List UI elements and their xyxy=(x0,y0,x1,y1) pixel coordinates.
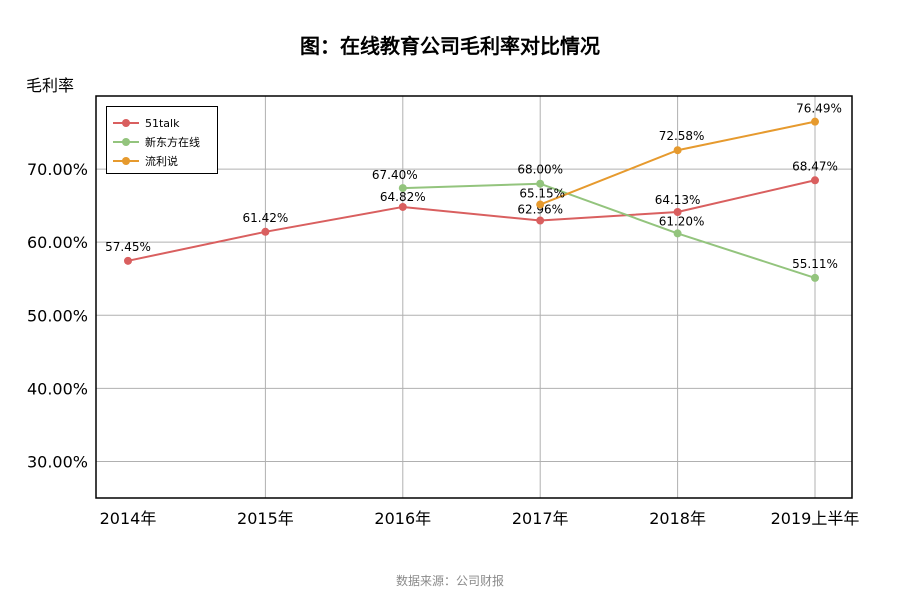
legend-swatch xyxy=(113,138,139,146)
plot-frame xyxy=(95,95,853,499)
legend-item: 新东方在线 xyxy=(113,134,200,150)
data-label: 68.00% xyxy=(517,163,563,177)
data-point xyxy=(398,202,407,211)
data-label: 55.11% xyxy=(792,257,838,271)
x-tick-label: 2014年 xyxy=(100,509,157,528)
chart-legend: 51talk 新东方在线流利说 xyxy=(106,106,218,174)
legend-label: 51talk xyxy=(145,116,180,130)
data-point xyxy=(811,117,819,126)
data-point xyxy=(811,273,819,282)
data-point xyxy=(536,200,545,209)
data-label: 65.15% xyxy=(519,187,565,201)
y-tick-label: 60.00% xyxy=(27,233,88,252)
data-label: 64.82% xyxy=(380,190,426,204)
legend-label: 新东方在线 xyxy=(145,136,200,149)
y-tick-label: 70.00% xyxy=(27,160,88,179)
series-line xyxy=(127,179,816,262)
x-tick-label: 2017年 xyxy=(512,509,569,528)
data-label: 76.49% xyxy=(796,102,842,116)
x-tick-label: 2019上半年 xyxy=(771,509,860,528)
data-point xyxy=(673,229,682,238)
series-line xyxy=(402,182,816,279)
y-tick-label: 50.00% xyxy=(27,306,88,325)
data-point xyxy=(673,207,682,216)
x-tick-label: 2016年 xyxy=(374,509,431,528)
data-point xyxy=(811,176,819,185)
chart-title: 图：在线教育公司毛利率对比情况 xyxy=(300,34,600,58)
data-point xyxy=(124,256,132,265)
data-label: 68.47% xyxy=(792,159,838,173)
legend-dot xyxy=(122,157,130,165)
y-tick-label: 40.00% xyxy=(27,379,88,398)
data-label: 72.58% xyxy=(659,129,705,143)
y-tick-label: 30.00% xyxy=(27,452,88,471)
data-label: 61.42% xyxy=(243,211,289,225)
legend-dot xyxy=(122,138,130,146)
legend-label: 流利说 xyxy=(145,155,178,168)
data-point xyxy=(536,216,545,225)
data-label: 62.96% xyxy=(517,203,563,217)
data-point xyxy=(398,184,407,193)
legend-item: 51talk xyxy=(113,115,179,131)
legend-swatch xyxy=(113,157,139,165)
x-tick-label: 2018年 xyxy=(649,509,706,528)
data-point xyxy=(536,179,545,188)
data-point xyxy=(673,146,682,155)
data-point xyxy=(261,227,270,236)
x-tick-label: 2015年 xyxy=(237,509,294,528)
data-source-note: 数据来源：公司财报 xyxy=(395,574,504,588)
legend-swatch xyxy=(113,119,139,127)
data-label: 61.20% xyxy=(659,214,705,228)
legend-item: 流利说 xyxy=(113,153,178,169)
y-axis-label: 毛利率 xyxy=(26,76,75,95)
data-label: 57.45% xyxy=(105,240,151,254)
data-label: 64.13% xyxy=(655,193,701,207)
legend-dot xyxy=(122,119,130,127)
data-label: 67.40% xyxy=(372,168,418,182)
